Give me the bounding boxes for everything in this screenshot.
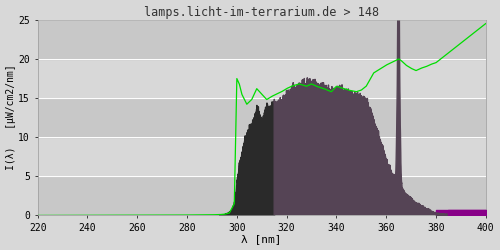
Y-axis label: I(λ)   [µW/cm2/nm]: I(λ) [µW/cm2/nm] (6, 65, 16, 170)
Bar (38, 137, 486, 176)
Bar (38, 176, 486, 216)
X-axis label: λ [nm]: λ [nm] (242, 234, 282, 244)
Bar (38, 20, 486, 59)
Title: lamps.licht-im-terrarium.de > 148: lamps.licht-im-terrarium.de > 148 (144, 6, 379, 18)
Bar (38, 98, 486, 137)
Bar (38, 59, 486, 98)
